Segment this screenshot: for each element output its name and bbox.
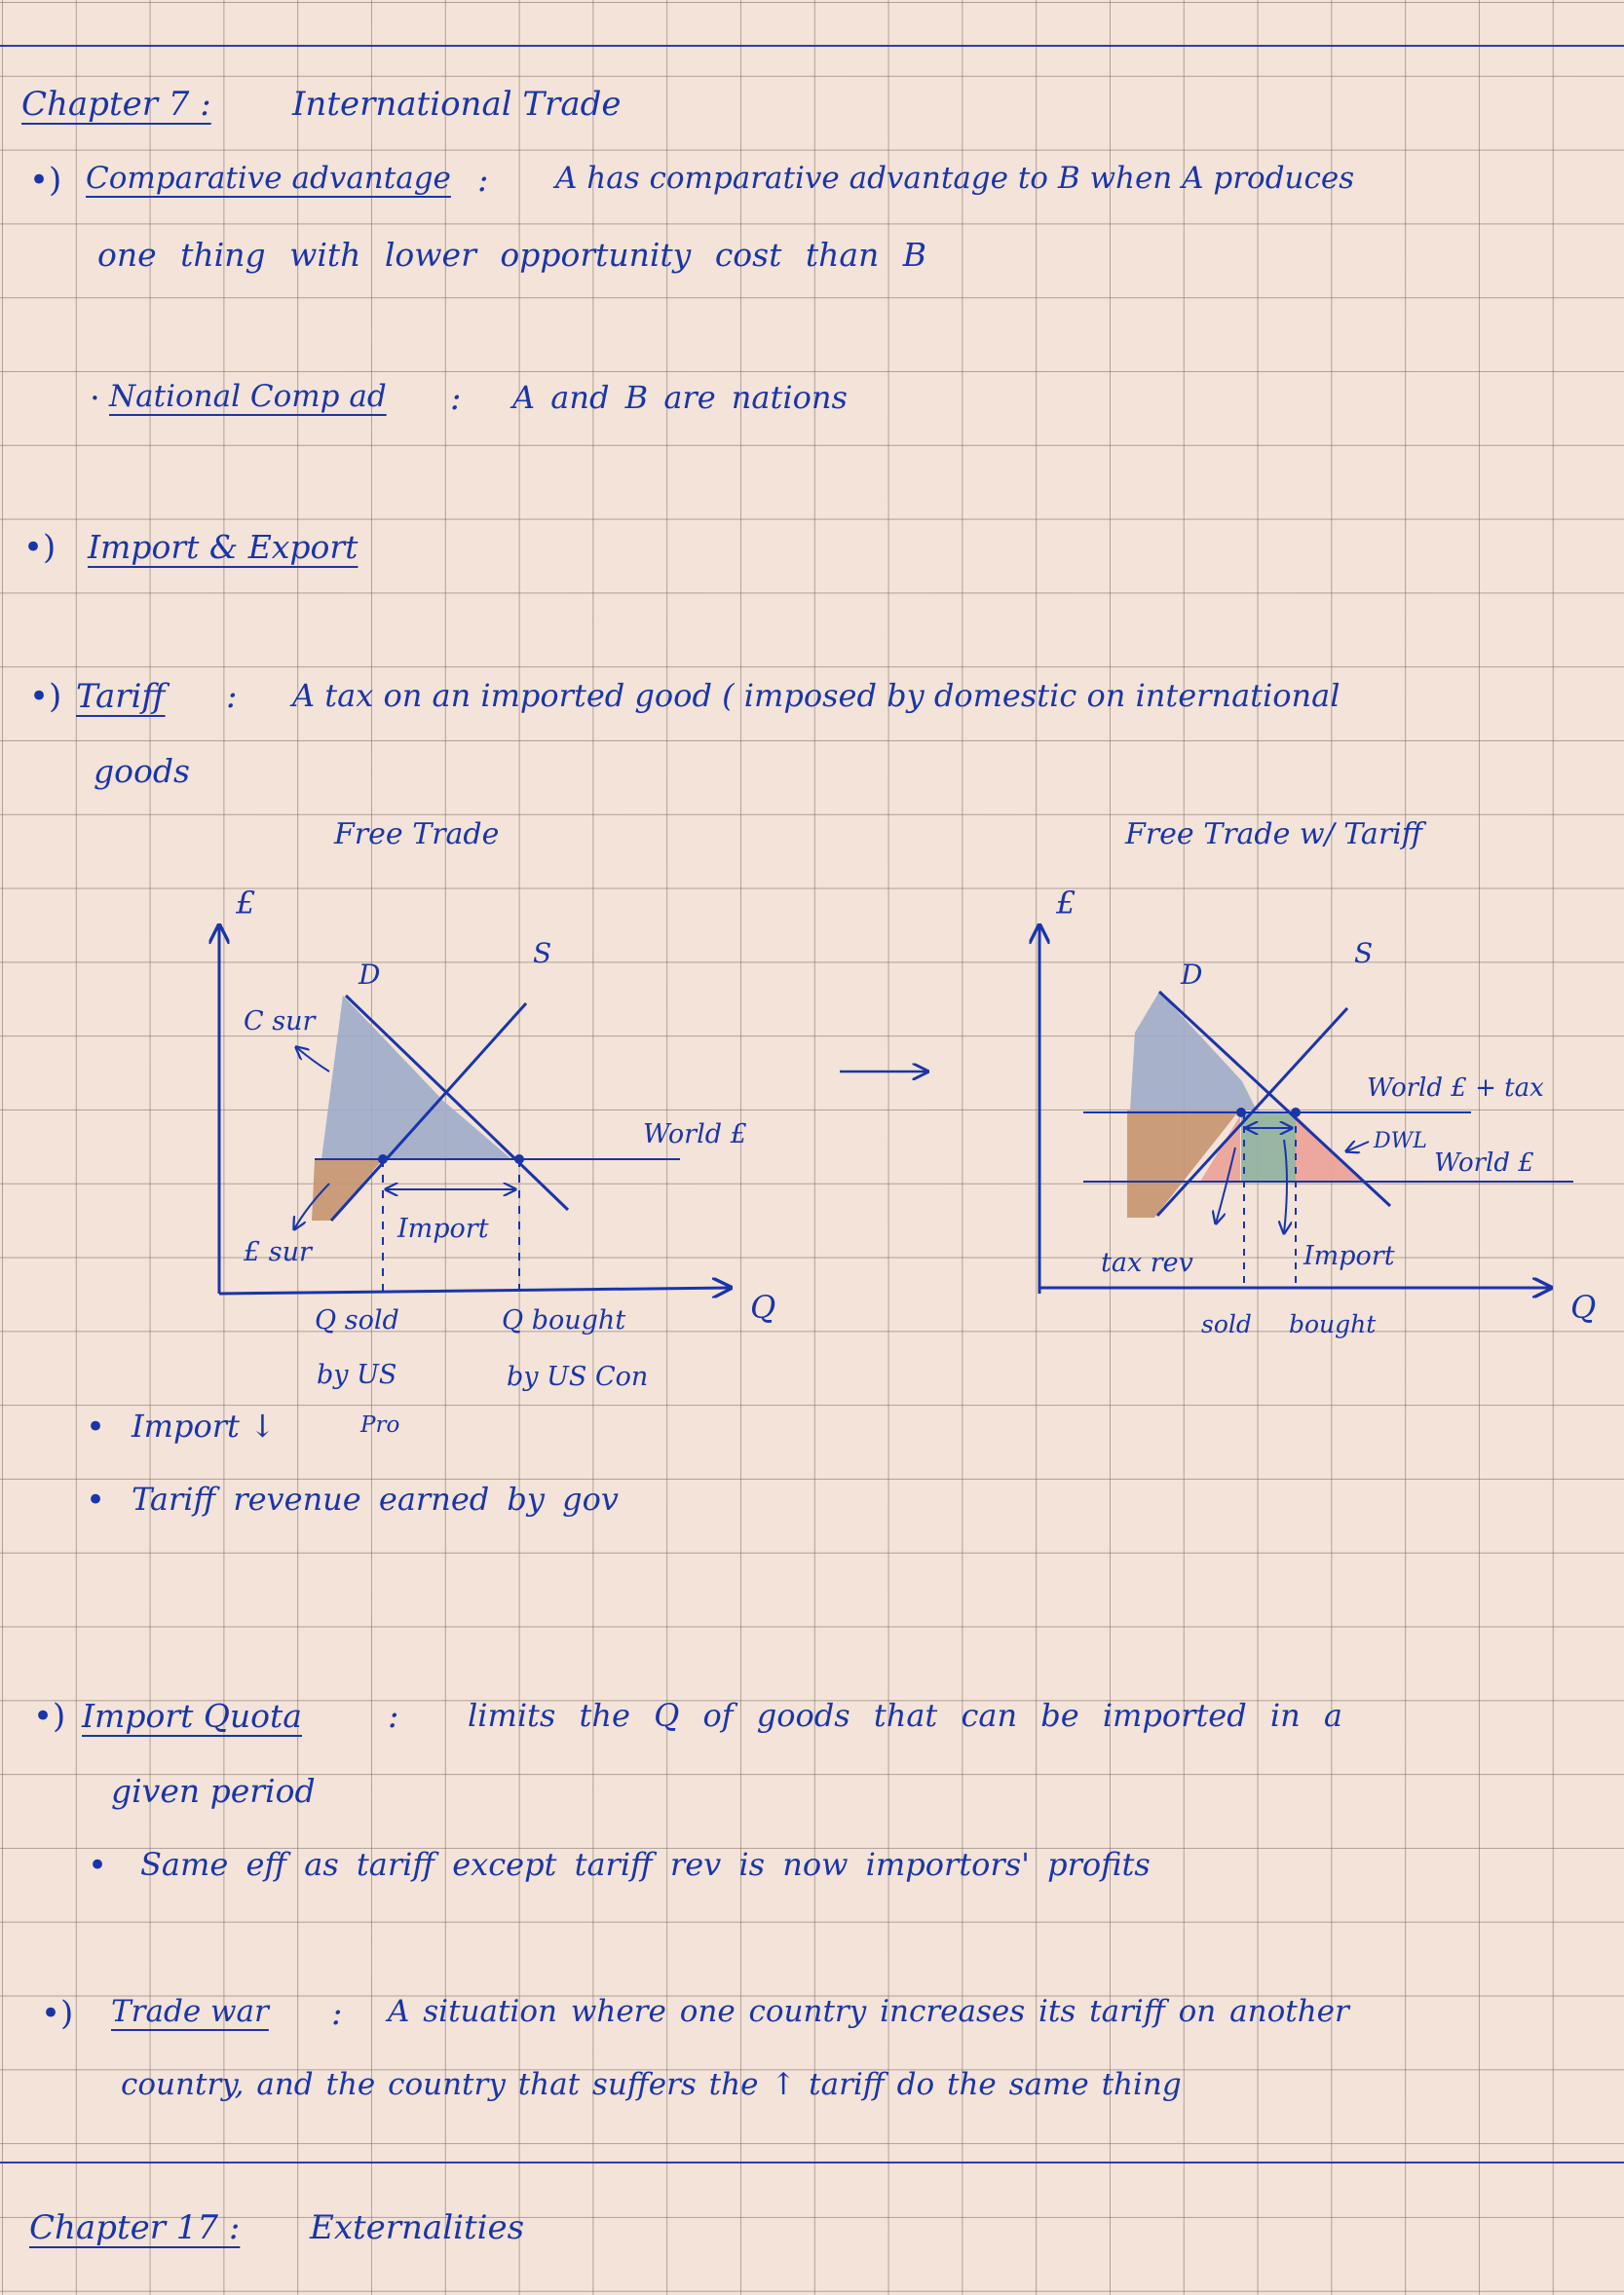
demand-label: D (358, 959, 380, 991)
quantity-axis-label: Q (750, 1289, 775, 1326)
term-colon: : (226, 677, 238, 716)
q-bought-label: by US Con (507, 1362, 648, 1392)
term-comparative-advantage: Comparative advantage (86, 161, 451, 196)
world-price-label: World £ (1434, 1148, 1534, 1178)
definition-line: given period (111, 1772, 316, 1810)
chapter-divider (0, 2162, 1624, 2163)
price-axis-label: £ (1055, 884, 1076, 922)
term-import-quota: Import Quota (82, 1697, 302, 1735)
producer-surplus-label: £ sur (243, 1237, 314, 1267)
dwl-label: DWL (1373, 1129, 1427, 1153)
tax-revenue-label: tax rev (1101, 1248, 1193, 1278)
world-price-tax-label: World £ + tax (1367, 1073, 1544, 1103)
demand-label: D (1180, 959, 1202, 991)
term-colon: : (331, 1994, 343, 2033)
price-axis-label: £ (235, 884, 255, 922)
list-item: Import ↓ (132, 1408, 276, 1445)
producer-surplus-pointer (294, 1183, 330, 1229)
producer-surplus-area (1127, 1110, 1239, 1218)
quantity-axis (218, 1288, 731, 1294)
dwl-pointer (1346, 1142, 1370, 1151)
import-label: Import (397, 1214, 489, 1244)
definition-line: one thing with lower opportunity cost th… (97, 236, 927, 274)
consumer-surplus-label: C sur (244, 1006, 317, 1036)
definition-line: A has comparative advantage to B when A … (555, 161, 1355, 196)
chapter-title: Externalities (310, 2208, 525, 2247)
section-marker: •) (23, 528, 57, 567)
import-label: Import (1303, 1241, 1395, 1271)
q-bought-label: Q bought (502, 1305, 625, 1336)
consumer-surplus-pointer (296, 1047, 330, 1072)
definition-line: country, and the country that suffers th… (121, 2067, 1182, 2102)
chapter-heading: Chapter 17 : (29, 2208, 241, 2247)
term-import-export: Import & Export (88, 528, 359, 566)
consumer-surplus-area (321, 996, 511, 1159)
chapter-title: International Trade (292, 85, 622, 124)
tax-revenue-pointer (1216, 1147, 1236, 1223)
supply-curve (329, 1001, 528, 1223)
graph-title-free-trade-tariff: Free Trade w/ Tariff (1125, 817, 1423, 851)
demand-curve (1157, 990, 1392, 1208)
definition-line: A tax on an imported good ( imposed by d… (292, 677, 1341, 714)
section-marker: •) (29, 677, 62, 716)
list-bullet: • (88, 1846, 108, 1885)
list-item: Tariff revenue earned by gov (132, 1481, 619, 1518)
list-bullet: • (86, 1408, 106, 1447)
list-item: Same eff as tariff except tariff rev is … (140, 1846, 1151, 1883)
graph-title-free-trade: Free Trade (334, 817, 500, 851)
term-colon: : (450, 379, 462, 418)
consumer-surplus-area (1130, 992, 1257, 1110)
term-colon: : (388, 1697, 399, 1736)
quantity-axis-label: Q (1570, 1289, 1596, 1326)
bought-label: bought (1289, 1310, 1377, 1338)
definition-line: goods (94, 752, 190, 790)
producer-surplus-area (312, 1159, 383, 1221)
definition-line: A situation where one country increases … (388, 1994, 1349, 2029)
term-colon: : (477, 161, 489, 200)
supply-label: S (533, 937, 551, 969)
sold-label: sold (1201, 1310, 1252, 1338)
term-national-comp-ad: National Comp ad (109, 379, 387, 414)
q-sold-label: Q sold (315, 1305, 399, 1336)
import-pointer (1284, 1139, 1287, 1233)
chapter-heading: Chapter 7 : (21, 85, 211, 124)
supply-label: S (1354, 937, 1373, 969)
free-trade-graph: £ Q D S World £ C sur £ sur Import Q sol… (219, 884, 775, 1438)
sub-bullet: · (90, 379, 100, 418)
list-bullet: • (86, 1481, 106, 1520)
q-sold-label: by US (317, 1360, 397, 1390)
tariff-graph: £ Q D S World £ + tax World £ DWL tax re… (1039, 884, 1596, 1338)
section-marker: •) (33, 1697, 66, 1736)
term-trade-war: Trade war (111, 1994, 269, 2029)
world-price-label: World £ (643, 1119, 747, 1149)
definition-line: A and B are nations (512, 379, 848, 416)
demand-curve (344, 994, 570, 1212)
q-sold-label: Pro (359, 1412, 399, 1438)
definition-line: limits the Q of goods that can be import… (468, 1697, 1342, 1734)
section-marker: •) (41, 1994, 74, 2033)
section-marker: •) (29, 161, 62, 200)
top-rule (0, 45, 1624, 47)
term-tariff: Tariff (76, 677, 166, 716)
